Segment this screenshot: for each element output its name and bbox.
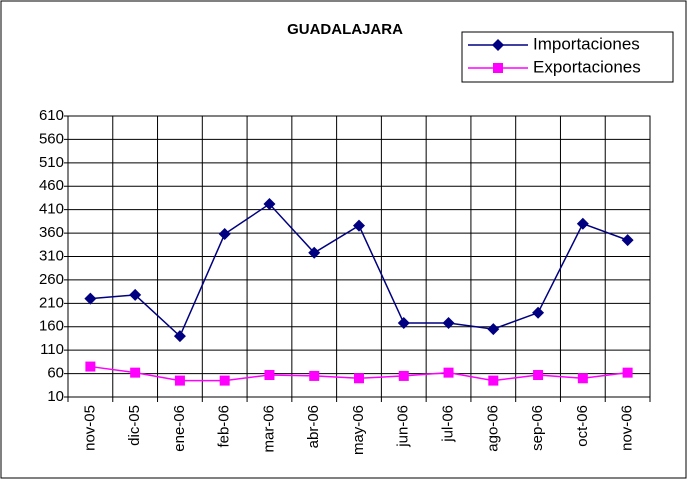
- data-point: [443, 367, 454, 378]
- data-point: [397, 317, 410, 330]
- data-point: [130, 367, 141, 378]
- data-point: [353, 219, 365, 232]
- y-tick-label: 360: [39, 224, 64, 241]
- y-tick-label: 560: [39, 130, 64, 147]
- data-point: [622, 367, 633, 378]
- x-tick-label: ago-06: [484, 405, 501, 452]
- data-point: [85, 361, 96, 372]
- y-tick-label: 10: [47, 388, 64, 405]
- legend-label: Exportaciones: [533, 57, 641, 76]
- y-tick-label: 610: [39, 107, 64, 124]
- legend-marker: [493, 63, 503, 73]
- y-tick-label: 510: [39, 154, 64, 171]
- y-tick-label: 210: [39, 294, 64, 311]
- data-point: [576, 217, 589, 230]
- y-tick-label: 310: [39, 247, 64, 264]
- data-point: [309, 370, 320, 381]
- legend-marker: [492, 39, 504, 51]
- data-point: [487, 323, 500, 336]
- data-point: [173, 330, 186, 343]
- x-tick-label: jul-06: [440, 405, 457, 443]
- y-tick-label: 160: [39, 318, 64, 335]
- x-tick-label: oct-06: [574, 405, 591, 447]
- x-tick-label: nov-06: [619, 405, 636, 451]
- y-tick-label: 260: [39, 271, 64, 288]
- legend-label: Importaciones: [533, 34, 640, 53]
- data-point: [577, 373, 588, 384]
- data-point: [488, 375, 499, 386]
- data-point: [263, 198, 276, 211]
- y-tick-label: 410: [39, 201, 64, 218]
- y-tick-label: 110: [40, 341, 64, 358]
- x-tick-label: may-06: [350, 405, 367, 455]
- data-point: [84, 292, 97, 305]
- data-point: [442, 317, 455, 330]
- data-point: [219, 375, 230, 386]
- x-tick-label: jun-06: [395, 405, 412, 448]
- x-tick-label: feb-06: [216, 405, 233, 448]
- x-tick-label: nov-05: [81, 405, 98, 451]
- data-point: [621, 234, 634, 247]
- data-point: [129, 288, 142, 301]
- y-tick-label: 60: [47, 365, 64, 382]
- x-tick-label: sep-06: [529, 405, 546, 451]
- data-point: [354, 373, 364, 384]
- x-tick-label: ene-06: [171, 405, 188, 452]
- data-point: [218, 228, 231, 241]
- chart-title: GUADALAJARA: [287, 21, 403, 38]
- data-point: [308, 246, 321, 259]
- data-point: [398, 370, 409, 381]
- data-point: [264, 369, 275, 380]
- x-tick-label: mar-06: [260, 405, 277, 453]
- data-point: [533, 369, 544, 380]
- y-tick-label: 460: [39, 177, 64, 194]
- x-tick-label: dic-05: [126, 405, 143, 446]
- x-tick-label: abr-06: [305, 405, 322, 448]
- data-point: [532, 306, 545, 319]
- data-point: [174, 375, 185, 386]
